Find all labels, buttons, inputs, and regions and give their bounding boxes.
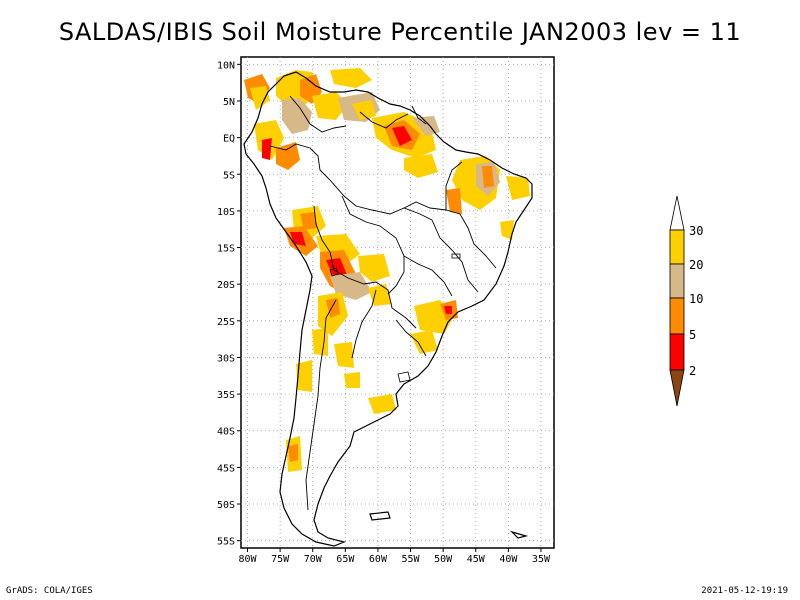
- lat-tick-label: 25S: [217, 317, 235, 328]
- lat-tick-label: 15S: [217, 244, 235, 255]
- lon-tick-label: 65W: [336, 554, 355, 565]
- lat-tick-label: 40S: [217, 427, 235, 438]
- legend-label-5: 5: [689, 328, 696, 342]
- legend-swatch-below-2: [669, 369, 685, 407]
- lat-tick-label: 5S: [223, 170, 235, 181]
- lat-tick-label: 55S: [217, 537, 235, 548]
- lat-tick-label: 50S: [217, 500, 235, 511]
- legend-label-20: 20: [689, 258, 703, 272]
- lon-tick-label: 60W: [369, 554, 388, 565]
- lon-tick-label: 50W: [434, 554, 453, 565]
- lat-tick-label: 10N: [217, 60, 235, 71]
- lakes: [329, 253, 461, 383]
- lon-tick-label: 75W: [271, 554, 290, 565]
- legend-label-30: 30: [689, 224, 703, 238]
- lat-tick-label: 35S: [217, 390, 235, 401]
- legend-swatch-above-30: [669, 195, 685, 231]
- lon-tick-label: 80W: [238, 554, 257, 565]
- footer-credit: GrADS: COLA/IGES: [6, 586, 93, 596]
- lat-tick-label: 45S: [217, 463, 235, 474]
- lat-tick-label: EQ: [223, 134, 235, 145]
- country-borders: [269, 95, 497, 511]
- coastline: [243, 71, 533, 547]
- footer-timestamp: 2021-05-12-19:19: [701, 586, 788, 596]
- colorbar-legend: 30 20 10 5 2: [669, 195, 703, 407]
- legend-swatch-10-20: [669, 263, 685, 299]
- moisture-patches: [244, 68, 530, 472]
- lon-tick-label: 70W: [304, 554, 323, 565]
- legend-label-10: 10: [689, 292, 703, 306]
- legend-label-2: 2: [689, 364, 696, 378]
- map-tick-labels: 80W 75W 70W 65W 60W 55W 50W 45W 40W 35W 10N 5N EQ 5S 1…: [217, 60, 551, 565]
- lon-tick-label: 45W: [467, 554, 486, 565]
- lon-tick-label: 35W: [532, 554, 551, 565]
- lon-tick-label: 55W: [402, 554, 421, 565]
- lon-tick-label: 40W: [499, 554, 518, 565]
- legend-swatch-20-30: [669, 229, 685, 265]
- lat-tick-label: 5N: [223, 97, 235, 108]
- legend-swatch-5-10: [669, 297, 685, 335]
- map-title: SALDAS/IBIS Soil Moisture Percentile JAN…: [58, 18, 742, 46]
- lat-tick-label: 20S: [217, 280, 235, 291]
- legend-swatch-2-5: [669, 333, 685, 371]
- lat-tick-label: 30S: [217, 353, 235, 364]
- map-grid: [241, 57, 554, 548]
- lat-tick-label: 10S: [217, 207, 235, 218]
- map-frame: [240, 56, 555, 549]
